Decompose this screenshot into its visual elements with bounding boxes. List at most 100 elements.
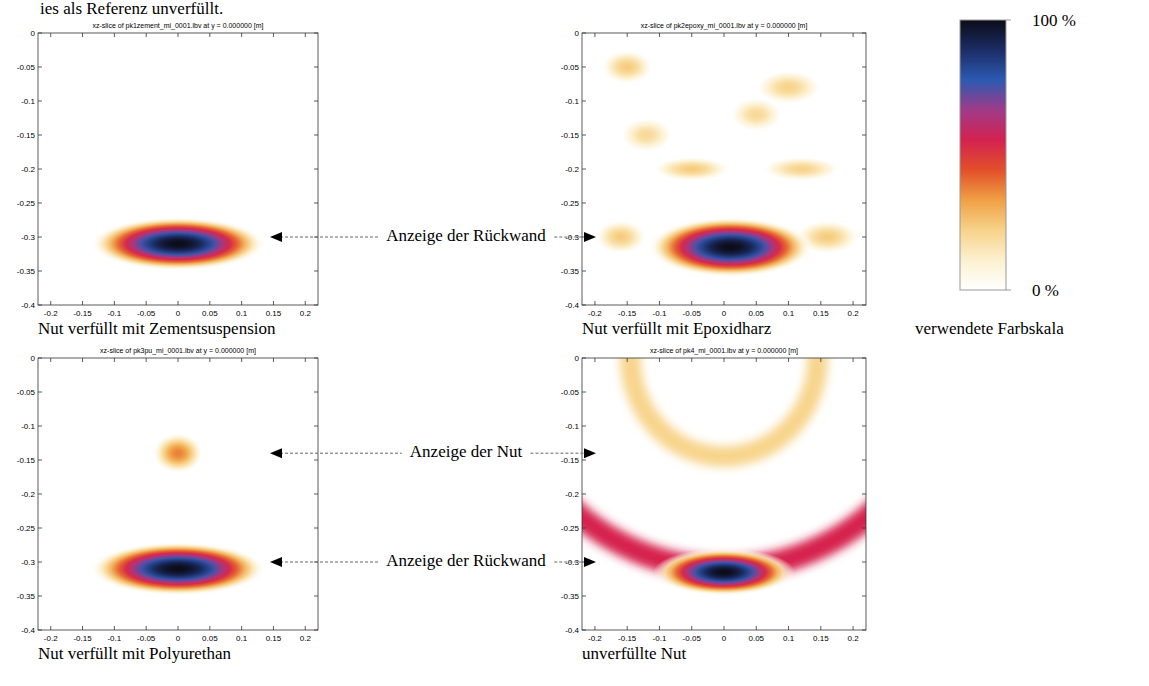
y-tick	[38, 630, 42, 631]
x-tick-label: -0.15	[73, 309, 92, 318]
x-tick	[146, 301, 147, 305]
y-tick-label: -0.25	[17, 199, 36, 208]
x-tick	[273, 301, 274, 305]
y-tick	[38, 203, 42, 204]
x-tick	[788, 626, 789, 630]
y-tick-right	[862, 237, 866, 238]
panel-caption: Nut verfüllt mit Zementsuspension	[38, 319, 276, 338]
x-tick-top	[114, 358, 115, 362]
y-tick-right	[862, 392, 866, 393]
x-tick-top	[691, 358, 692, 362]
y-tick-right	[862, 67, 866, 68]
x-tick	[305, 626, 306, 630]
x-tick-label: 0.05	[202, 309, 218, 318]
y-tick-label: 0	[31, 29, 36, 38]
y-tick-label: -0.1	[21, 422, 35, 431]
x-tick	[853, 301, 854, 305]
x-tick-top	[594, 358, 595, 362]
x-tick-top	[659, 358, 660, 362]
y-tick-label: -0.35	[561, 592, 580, 601]
x-tick-top	[82, 33, 83, 37]
x-tick	[241, 301, 242, 305]
y-tick-right	[314, 596, 318, 597]
annotation-text: Anzeige der Nut	[410, 442, 523, 461]
reflection	[601, 50, 653, 84]
x-tick	[50, 626, 51, 630]
x-tick-label: -0.05	[137, 634, 156, 643]
x-tick	[146, 626, 147, 630]
x-tick	[853, 626, 854, 630]
x-tick-top	[146, 358, 147, 362]
x-tick-top	[241, 33, 242, 37]
arrow-head	[584, 448, 596, 458]
x-tick-top	[82, 358, 83, 362]
y-tick-label: 0	[575, 29, 580, 38]
reflection	[89, 542, 267, 596]
arrow-line	[280, 453, 402, 454]
y-tick	[582, 528, 586, 529]
arc-reflection	[582, 358, 866, 569]
x-tick-top	[594, 33, 595, 37]
y-tick	[582, 67, 586, 68]
x-tick-top	[273, 33, 274, 37]
y-tick-label: -0.3	[21, 558, 35, 567]
y-tick-right	[862, 101, 866, 102]
x-tick	[724, 301, 725, 305]
y-tick-label: -0.3	[565, 558, 579, 567]
y-tick-right	[314, 203, 318, 204]
y-tick	[38, 101, 42, 102]
x-tick-top	[659, 33, 660, 37]
y-tick	[582, 203, 586, 204]
y-tick	[582, 460, 586, 461]
y-tick-right	[862, 305, 866, 306]
y-tick-label: -0.05	[561, 388, 580, 397]
x-tick	[305, 301, 306, 305]
x-tick	[659, 626, 660, 630]
y-tick-right	[862, 135, 866, 136]
reflection	[730, 98, 782, 132]
colorbar-tick	[1006, 290, 1011, 291]
y-tick	[582, 494, 586, 495]
x-tick	[627, 301, 628, 305]
y-tick-right	[314, 169, 318, 170]
y-tick	[38, 271, 42, 272]
x-tick-label: 0	[176, 634, 181, 643]
arrow-head	[584, 232, 596, 242]
x-tick	[691, 626, 692, 630]
y-tick-label: -0.15	[561, 456, 580, 465]
y-tick-label: -0.15	[17, 456, 36, 465]
y-tick-right	[862, 33, 866, 34]
x-tick-label: -0.05	[683, 309, 702, 318]
y-tick	[582, 630, 586, 631]
y-tick-label: -0.2	[21, 165, 35, 174]
y-tick	[38, 135, 42, 136]
panel-title: xz-slice of pk2epoxy_mi_0001.lbv at y = …	[641, 22, 808, 30]
panel: -0.2-0.15-0.1-0.0500.050.10.150.20-0.05-…	[561, 22, 866, 338]
x-tick-top	[853, 33, 854, 37]
y-tick	[582, 426, 586, 427]
x-tick	[273, 626, 274, 630]
y-tick-label: -0.4	[565, 301, 579, 310]
panel: -0.2-0.15-0.1-0.0500.050.10.150.20-0.05-…	[17, 22, 318, 338]
x-tick-top	[305, 358, 306, 362]
y-tick-label: -0.25	[561, 524, 580, 533]
panel: -0.2-0.15-0.1-0.0500.050.10.150.20-0.05-…	[490, 75, 959, 663]
arrow-head	[270, 448, 282, 458]
arrow-line	[530, 453, 586, 454]
x-tick-top	[209, 358, 210, 362]
colorbar-title: verwendete Farbskala	[915, 319, 1064, 338]
y-tick	[38, 562, 42, 563]
x-tick-top	[273, 358, 274, 362]
reflection	[763, 157, 840, 181]
reflection	[595, 220, 647, 254]
y-tick	[582, 101, 586, 102]
x-tick-top	[691, 33, 692, 37]
x-tick-label: -0.05	[683, 634, 702, 643]
y-tick-label: -0.3	[565, 233, 579, 242]
x-tick	[756, 626, 757, 630]
y-tick-right	[314, 392, 318, 393]
y-tick-label: -0.05	[561, 63, 580, 72]
x-tick-label: 0.1	[783, 634, 795, 643]
x-tick	[241, 626, 242, 630]
x-tick-top	[756, 358, 757, 362]
